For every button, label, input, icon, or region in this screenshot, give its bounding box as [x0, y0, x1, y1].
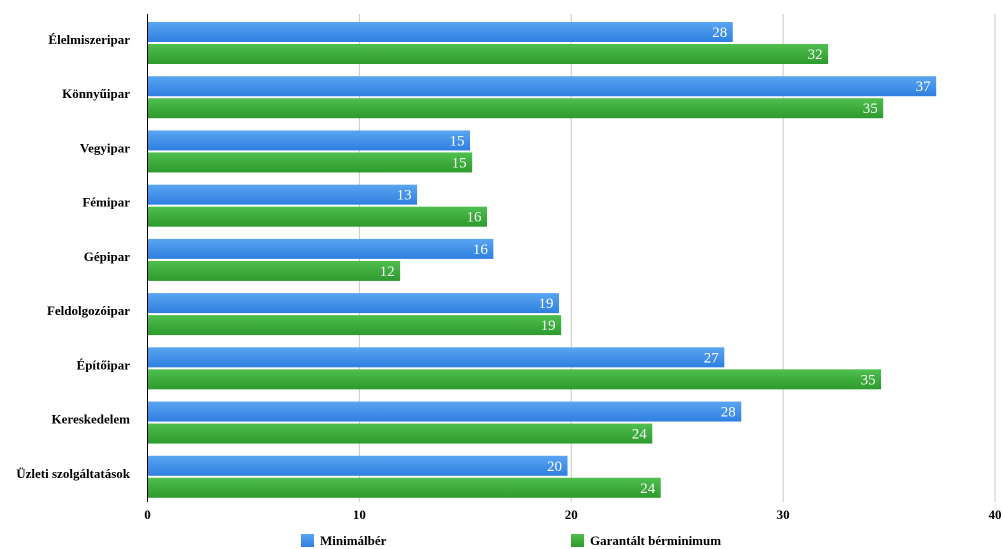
bar-garantalt-berminimum: [148, 206, 487, 227]
bar-value-label: 27: [704, 350, 720, 366]
bar-value-label: 35: [861, 372, 876, 388]
bar-value-label: 12: [380, 264, 395, 280]
category-labels: Élelmiszeripar Könnyűipar Vegyipar Fémipar G…: [16, 32, 131, 481]
x-tick-label: 40: [989, 507, 1002, 522]
bar-value-label: 24: [640, 481, 656, 497]
bar-value-label: 28: [712, 25, 727, 41]
bar-minimalber: [148, 347, 725, 368]
legend-swatch-series-1: [301, 534, 314, 547]
x-tick-label: 20: [565, 507, 578, 522]
bar-minimalber: [148, 76, 937, 97]
category-label: Üzleti szolgáltatások: [16, 466, 131, 481]
bar-value-label: 24: [632, 427, 648, 443]
legend: Minimálbér Garantált bérminimum: [301, 533, 721, 548]
category-label: Gépipar: [84, 249, 130, 264]
bar-minimalber: [148, 130, 471, 151]
category-label: Építőipar: [77, 357, 131, 372]
category-label: Feldolgozóipar: [47, 303, 130, 318]
x-tick-label: 30: [777, 507, 790, 522]
bar-garantalt-berminimum: [148, 477, 661, 498]
bar-garantalt-berminimum: [148, 315, 562, 336]
bar-garantalt-berminimum: [148, 152, 473, 173]
category-label: Kereskedelem: [52, 412, 131, 427]
bar-garantalt-berminimum: [148, 423, 653, 444]
bar-garantalt-berminimum: [148, 44, 829, 64]
bar-minimalber: [148, 455, 568, 476]
bars: 28 32 37 35 15 15 13 16 16 12 19 19 27 35 28 24 20 24: [148, 22, 937, 498]
bar-value-label: 28: [721, 405, 736, 421]
category-label: Élelmiszeripar: [48, 32, 130, 47]
bar-value-label: 15: [452, 155, 467, 171]
bar-value-label: 35: [863, 101, 878, 117]
bar-value-label: 13: [397, 188, 412, 204]
legend-label-series-2: Garantált bérminimum: [590, 533, 721, 548]
bar-value-label: 20: [547, 459, 562, 475]
bar-minimalber: [148, 401, 742, 422]
bar-garantalt-berminimum: [148, 369, 882, 390]
bar-minimalber: [148, 22, 733, 42]
category-label: Vegyipar: [80, 140, 130, 155]
x-tick-label: 10: [353, 507, 366, 522]
bar-garantalt-berminimum: [148, 98, 884, 119]
bar-garantalt-berminimum: [148, 260, 401, 281]
bar-minimalber: [148, 293, 560, 314]
bar-value-label: 19: [539, 296, 554, 312]
legend-swatch-series-2: [571, 534, 584, 547]
bar-value-label: 16: [467, 210, 483, 226]
bar-minimalber: [148, 184, 418, 205]
bar-value-label: 16: [473, 242, 489, 258]
bar-value-label: 15: [450, 133, 465, 149]
category-label: Könnyűipar: [62, 86, 130, 101]
legend-label-series-1: Minimálbér: [320, 533, 387, 548]
bar-value-label: 19: [541, 318, 556, 334]
x-tick-label: 0: [144, 507, 151, 522]
bar-value-label: 37: [916, 79, 932, 95]
bar-value-label: 32: [808, 47, 823, 63]
x-tick-labels: 0 10 20 30 40: [144, 507, 1001, 522]
category-label: Fémipar: [82, 195, 130, 210]
bar-minimalber: [148, 238, 494, 259]
